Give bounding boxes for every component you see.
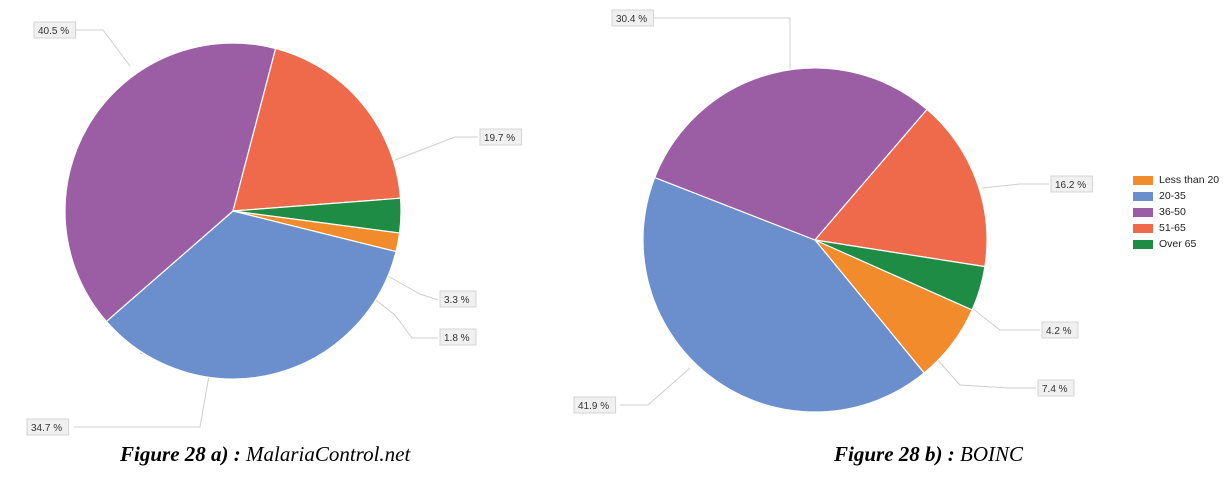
caption-figure-b: Figure 28 b) : BOINC bbox=[834, 442, 1023, 467]
data-label-box-less-than-20 bbox=[439, 328, 477, 346]
data-label-box-20-35 bbox=[26, 418, 70, 436]
data-label-51-65: 19.7 % bbox=[484, 133, 515, 144]
data-label-less-than-20: 1.8 % bbox=[444, 333, 470, 344]
leader-line-20-35 bbox=[620, 367, 691, 406]
leader-line-less-than-20 bbox=[372, 297, 438, 339]
leader-line-less-than-20 bbox=[934, 356, 1036, 389]
pie-chart-malariacontrol: 1.8 % 34.7 % 40.5 % 19.7 % 3.3 % bbox=[26, 21, 523, 436]
legend-swatch bbox=[1133, 175, 1153, 185]
leader-line-over-65 bbox=[971, 307, 1040, 331]
legend-label: 20-35 bbox=[1159, 190, 1186, 202]
legend-item-51-65: 51-65 bbox=[1133, 220, 1219, 236]
legend-swatch bbox=[1133, 191, 1153, 201]
caption-figure-a: Figure 28 a) : MalariaControl.net bbox=[120, 442, 410, 467]
pie-slice-20-35 bbox=[642, 176, 925, 413]
leader-line-over-65 bbox=[385, 274, 439, 301]
legend-label: Less than 20 bbox=[1159, 174, 1220, 186]
caption-figure-b-text: BOINC bbox=[960, 442, 1023, 466]
legend-swatch bbox=[1133, 223, 1153, 233]
legend-swatch bbox=[1133, 239, 1153, 249]
data-label-over-65: 4.2 % bbox=[1046, 326, 1072, 337]
pie-slice-over-65 bbox=[814, 239, 986, 311]
data-label-box-over-65 bbox=[1041, 321, 1079, 339]
caption-figure-b-number: Figure 28 b) : bbox=[834, 442, 955, 466]
pie-slice-51-65 bbox=[813, 108, 988, 268]
data-label-36-50: 40.5 % bbox=[38, 26, 69, 37]
legend-label: 51-65 bbox=[1159, 222, 1186, 234]
data-label-box-20-35 bbox=[573, 396, 617, 414]
leader-line-51-65 bbox=[394, 136, 478, 161]
legend: Less than 20 20-35 36-50 51-65 Over 65 bbox=[1133, 172, 1219, 252]
pie-slice-51-65 bbox=[232, 47, 402, 212]
data-label-20-35: 34.7 % bbox=[31, 423, 62, 434]
data-label-less-than-20: 7.4 % bbox=[1042, 384, 1068, 395]
legend-swatch bbox=[1133, 207, 1153, 217]
legend-item-over-65: Over 65 bbox=[1133, 236, 1219, 252]
data-label-box-less-than-20 bbox=[1037, 379, 1075, 397]
pie-slice-over-65 bbox=[232, 197, 402, 234]
pie-slice-36-50 bbox=[64, 42, 277, 323]
data-label-box-36-50 bbox=[33, 21, 77, 39]
data-label-box-36-50 bbox=[611, 9, 655, 27]
leader-line-51-65 bbox=[981, 183, 1049, 189]
caption-figure-a-text: MalariaControl.net bbox=[246, 442, 411, 466]
leader-line-36-50 bbox=[654, 17, 791, 70]
pie-slice-20-35 bbox=[105, 210, 397, 380]
data-label-box-51-65 bbox=[1050, 175, 1094, 193]
legend-item-36-50: 36-50 bbox=[1133, 204, 1219, 220]
data-label-box-over-65 bbox=[439, 290, 477, 308]
data-label-20-35: 41.9 % bbox=[578, 401, 609, 412]
legend-label: 36-50 bbox=[1159, 206, 1186, 218]
pie-slice-36-50 bbox=[653, 67, 928, 241]
data-label-box-51-65 bbox=[479, 128, 523, 146]
caption-figure-a-number: Figure 28 a) : bbox=[120, 442, 241, 466]
legend-item-20-35: 20-35 bbox=[1133, 188, 1219, 204]
legend-item-less-than-20: Less than 20 bbox=[1133, 172, 1219, 188]
legend-label: Over 65 bbox=[1159, 238, 1197, 250]
data-label-over-65: 3.3 % bbox=[444, 295, 470, 306]
data-label-36-50: 30.4 % bbox=[616, 14, 647, 25]
data-label-51-65: 16.2 % bbox=[1055, 180, 1086, 191]
pie-chart-boinc: 7.4 % 41.9 % 30.4 % 16.2 % 4.2 % bbox=[573, 9, 1094, 414]
